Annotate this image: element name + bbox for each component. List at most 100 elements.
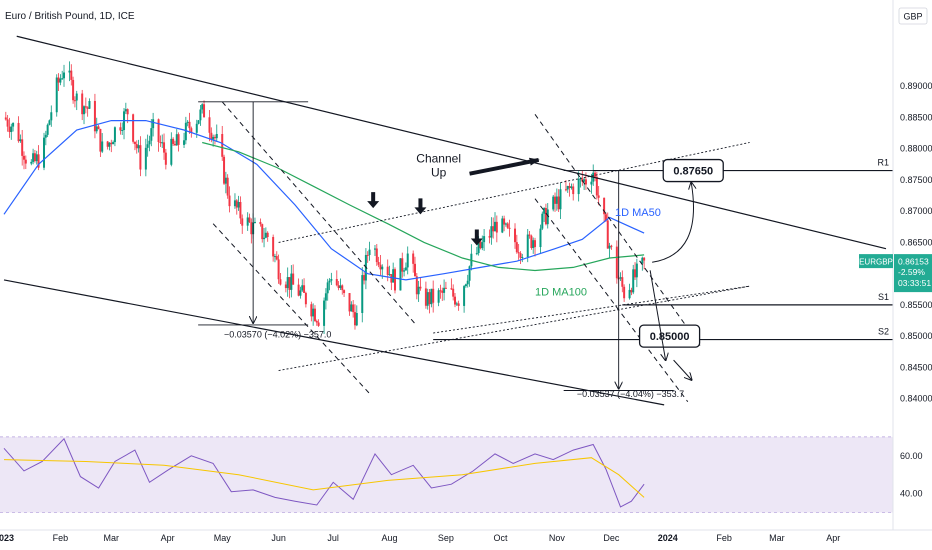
- rsi-ma-line: [3, 457, 645, 498]
- candle-body: [72, 79, 75, 101]
- symbol-tag-label: EURGBP: [859, 258, 893, 267]
- candle-body: [163, 142, 166, 153]
- candle-body: [4, 117, 7, 120]
- candle-body: [73, 100, 76, 102]
- level-label-r1: R1: [877, 158, 889, 168]
- candle-body: [46, 124, 49, 135]
- candle-body: [292, 273, 295, 285]
- candle-body: [210, 132, 213, 140]
- candle-body: [303, 285, 306, 293]
- candle-body: [223, 156, 226, 184]
- candle-body: [594, 172, 597, 177]
- measurement-label-2: −0.03537 (−4.04%) −353.7: [577, 389, 684, 399]
- candle-body: [546, 209, 549, 225]
- candle-body: [417, 286, 420, 295]
- candle-body: [317, 322, 320, 326]
- candle-body: [312, 308, 315, 317]
- candle-body: [554, 196, 557, 204]
- candle-body: [188, 121, 191, 129]
- candle-body: [301, 285, 304, 291]
- candle-body: [483, 236, 486, 243]
- candle-body: [348, 293, 351, 312]
- channel-down-upper-line: [16, 35, 887, 250]
- candle-body: [221, 134, 224, 157]
- candle-body: [552, 196, 555, 210]
- projection-arrow-up: [652, 183, 693, 263]
- candle-body: [290, 273, 293, 290]
- candle-body: [157, 119, 160, 142]
- y-tick-label: 0.87000: [900, 206, 932, 216]
- candle-body: [526, 234, 529, 257]
- channel-up-mid-line: [433, 285, 750, 334]
- candle-body: [583, 179, 586, 182]
- candle-body: [304, 292, 307, 305]
- candle-body: [490, 226, 493, 238]
- candle-body: [95, 126, 98, 132]
- candle-body: [413, 263, 416, 277]
- candle-body: [263, 237, 266, 240]
- candle-body: [628, 289, 631, 299]
- candle-body: [144, 147, 147, 170]
- candle-body: [466, 280, 469, 285]
- candle-body: [404, 267, 407, 271]
- candle-body: [481, 242, 484, 249]
- candle-body: [106, 141, 109, 147]
- candle-body: [175, 134, 178, 146]
- candle-body: [132, 114, 135, 142]
- candle-body: [577, 178, 580, 195]
- candle-body: [33, 153, 36, 162]
- candle-body: [19, 139, 22, 142]
- last-price-label: 0.86153: [898, 257, 929, 267]
- x-tick-label: Jun: [271, 533, 286, 543]
- y-tick-label: 0.85500: [900, 300, 932, 310]
- candle-body: [643, 257, 646, 261]
- candle-body: [597, 195, 600, 198]
- candle-body: [212, 136, 215, 140]
- candle-body: [133, 141, 136, 145]
- x-tick-label: May: [214, 533, 232, 543]
- candle-body: [412, 253, 415, 264]
- candle-body: [403, 270, 406, 272]
- candle-body: [534, 240, 537, 248]
- y-tick-label: 0.84000: [900, 394, 932, 404]
- candle-body: [199, 109, 202, 121]
- candle-body: [495, 221, 498, 233]
- candle-body: [112, 142, 115, 145]
- candle-body: [8, 126, 11, 133]
- candle-body: [288, 277, 291, 290]
- candle-body: [419, 286, 422, 289]
- candle-body: [375, 248, 378, 263]
- candle-body: [324, 293, 327, 301]
- candle-body: [468, 266, 471, 281]
- candle-body: [399, 258, 402, 291]
- candle-body: [215, 134, 218, 139]
- candle-body: [328, 280, 331, 283]
- candle-body: [10, 126, 13, 133]
- candle-body: [246, 217, 249, 226]
- dashed-channel-line-2: [212, 223, 372, 396]
- candle-body: [159, 141, 162, 144]
- candle-body: [452, 288, 455, 297]
- down-arrow-marker-2: [414, 198, 427, 215]
- candle-body: [415, 276, 418, 295]
- candle-body: [581, 178, 584, 182]
- candle-body: [113, 127, 116, 143]
- candle-body: [139, 145, 142, 170]
- candle-body: [439, 290, 442, 292]
- candles: [4, 61, 646, 335]
- candle-body: [248, 217, 251, 223]
- candle-body: [330, 279, 333, 281]
- x-tick-label: Mar: [104, 533, 120, 543]
- candle-body: [197, 120, 200, 124]
- y-tick-label: 0.85000: [900, 331, 932, 341]
- candle-body: [443, 287, 446, 293]
- candle-body: [606, 220, 609, 249]
- candle-body: [261, 224, 264, 240]
- candle-body: [519, 253, 522, 258]
- x-tick-label: Jul: [327, 533, 339, 543]
- candle-body: [12, 122, 15, 127]
- candle-body: [503, 218, 506, 225]
- candle-body: [424, 288, 427, 306]
